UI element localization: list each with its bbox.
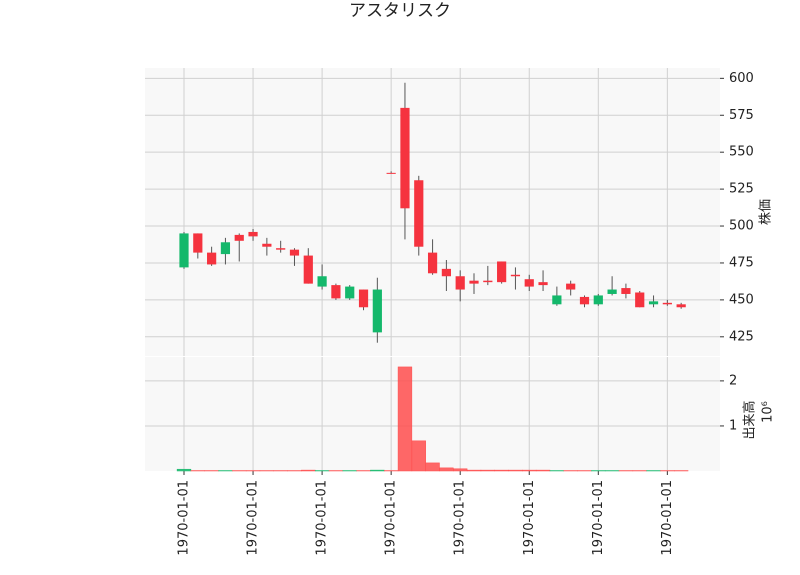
volume-panel (145, 357, 720, 471)
candle-body (455, 276, 465, 290)
candle-body (179, 233, 189, 268)
candle-body (497, 261, 507, 283)
candle-body (289, 249, 300, 256)
candle-body (234, 234, 244, 241)
volume-bar (522, 469, 537, 472)
candle-body (441, 268, 451, 277)
candle-body (207, 252, 217, 265)
candle-body (635, 292, 645, 308)
y-tick-label: 575 (729, 108, 754, 123)
volume-bar (397, 366, 413, 472)
candle-body (607, 289, 617, 294)
y-tick-label: 450 (729, 292, 754, 307)
candle-body (427, 252, 438, 274)
x-tick-label: 1970-01-01 (384, 480, 399, 556)
candle-body (193, 233, 203, 253)
price-panel (145, 68, 720, 356)
candle-body (579, 296, 590, 305)
candle-body (524, 279, 534, 287)
y-tick-label: 2 (729, 373, 737, 388)
x-tick-label: 1970-01-01 (246, 480, 261, 556)
candle-body (662, 302, 672, 305)
candle-body (331, 285, 341, 299)
volume-bar (466, 469, 482, 472)
candle-body (676, 304, 686, 308)
volume-bar (370, 469, 385, 472)
x-tick-label: 1970-01-01 (315, 480, 330, 556)
candle-body (386, 172, 396, 174)
volume-bar (535, 469, 551, 472)
candle-body (538, 282, 548, 286)
candle-body (469, 280, 479, 284)
y-tick-label: 475 (729, 255, 754, 270)
volume-bar (494, 469, 509, 472)
volume-bar (439, 467, 454, 472)
y-tick-label: 1 (729, 418, 737, 433)
y-axis-label: 株価 (759, 199, 774, 225)
y-tick-label: 500 (729, 219, 754, 234)
y-tick-label: 525 (729, 182, 754, 197)
x-tick-label: 1970-01-01 (591, 480, 606, 556)
volume-bar (453, 468, 468, 472)
candle-body (400, 107, 410, 209)
volume-offset-label: 10⁶ (761, 401, 776, 423)
candle-body (552, 295, 562, 305)
volume-bar (480, 469, 495, 472)
candle-body (593, 295, 603, 305)
candle-body (345, 286, 355, 299)
candle-body (276, 248, 286, 250)
candle-body (248, 231, 258, 237)
candle-body (621, 288, 631, 294)
volume-bar (301, 469, 316, 472)
x-tick-label: 1970-01-01 (522, 480, 537, 556)
candle-body (414, 180, 424, 247)
candle-body (262, 243, 272, 247)
candle-body (648, 301, 659, 305)
candle-body (566, 283, 576, 290)
candle-body (510, 274, 521, 277)
volume-axis-label: 出来高 (742, 400, 758, 439)
candle-body (317, 276, 327, 287)
y-tick-label: 550 (729, 145, 754, 160)
volume-bar (425, 462, 440, 472)
candle-body (303, 255, 313, 284)
candle-body (483, 280, 493, 283)
candle-body (358, 289, 369, 308)
x-tick-label: 1970-01-01 (453, 480, 468, 556)
x-tick-label: 1970-01-01 (660, 480, 675, 556)
volume-bar (176, 468, 192, 472)
x-tick-label: 1970-01-01 (177, 480, 192, 556)
volume-bar (508, 469, 523, 472)
chart-title: アスタリスク (349, 1, 451, 21)
y-tick-label: 425 (729, 329, 754, 344)
candle-body (372, 289, 382, 333)
y-tick-label: 600 (729, 71, 754, 86)
candle-body (220, 242, 231, 255)
volume-bar (411, 440, 426, 472)
